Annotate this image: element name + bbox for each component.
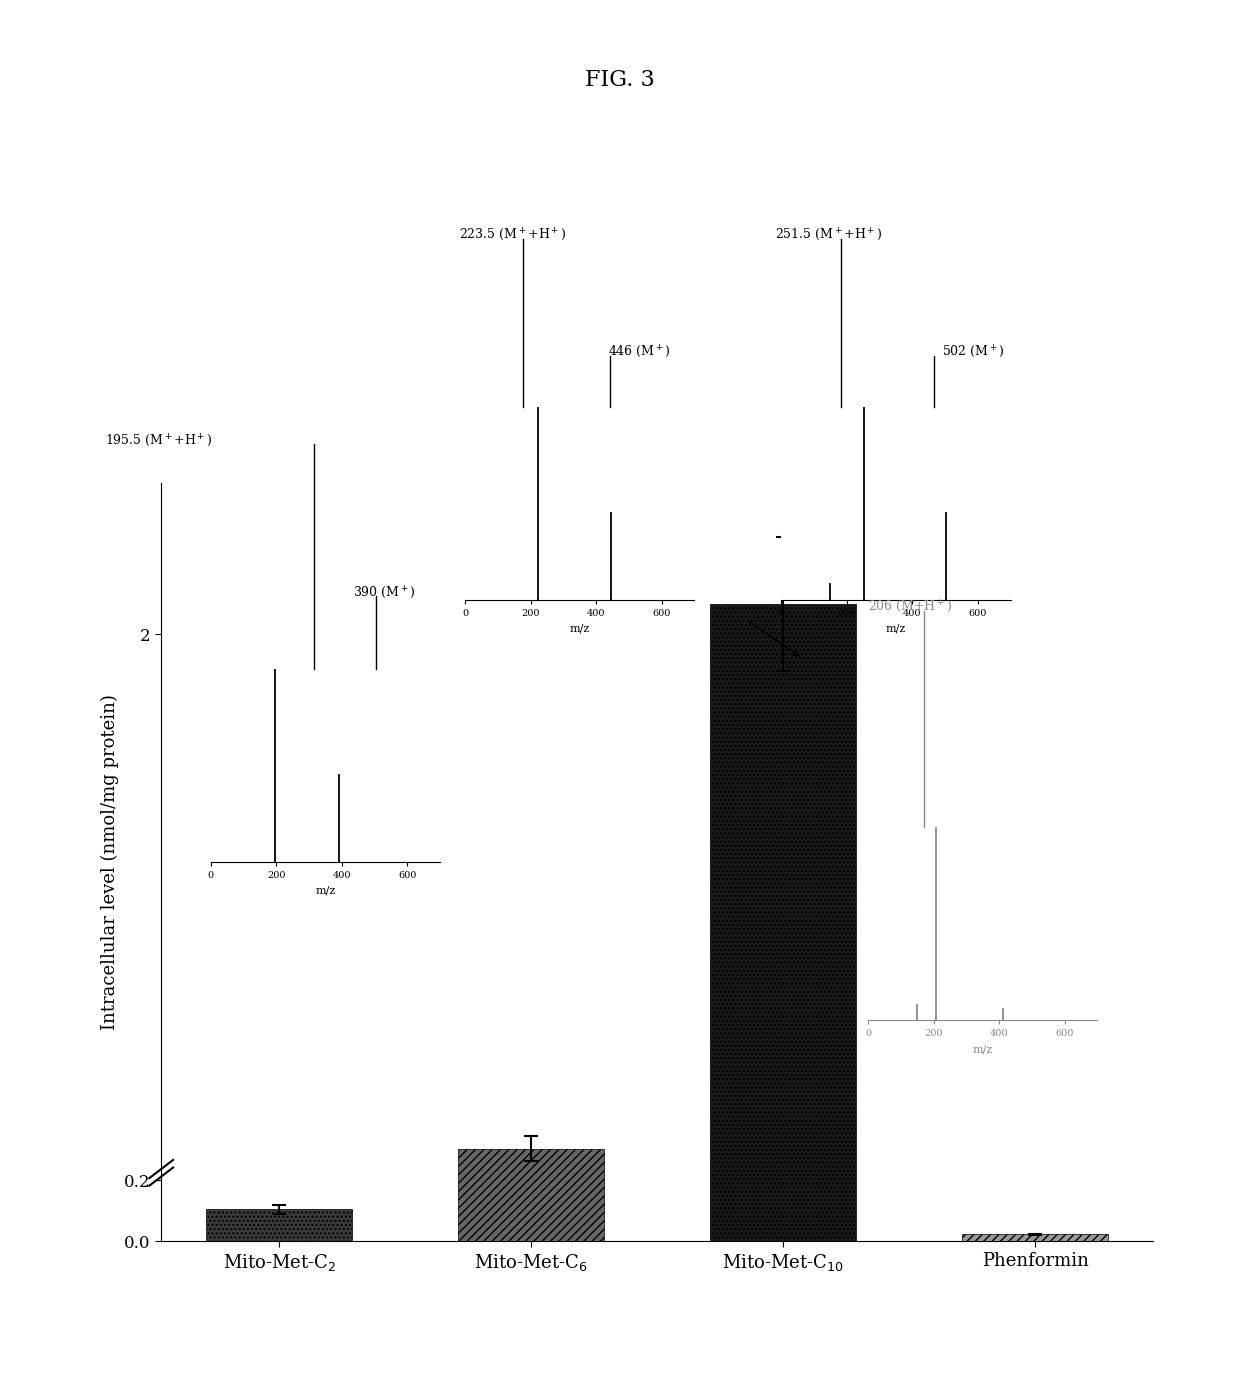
Text: 390 (M$^+$): 390 (M$^+$) xyxy=(353,585,417,601)
Bar xyxy=(459,1149,604,1241)
Text: FIG. 3: FIG. 3 xyxy=(585,69,655,91)
Text: 502 (M$^+$): 502 (M$^+$) xyxy=(942,343,1006,360)
Text: 446 (M$^+$): 446 (M$^+$) xyxy=(608,343,671,360)
X-axis label: m/z: m/z xyxy=(885,623,906,633)
X-axis label: m/z: m/z xyxy=(569,623,590,633)
Text: 195.5 (M$^+$+H$^+$): 195.5 (M$^+$+H$^+$) xyxy=(105,433,212,450)
Y-axis label: Intracellular level (nmol/mg protein): Intracellular level (nmol/mg protein) xyxy=(100,694,119,1030)
Bar xyxy=(206,1209,352,1241)
Text: 206 (M+H$^+$): 206 (M+H$^+$) xyxy=(868,598,952,615)
X-axis label: m/z: m/z xyxy=(972,1044,993,1054)
X-axis label: m/z: m/z xyxy=(315,885,336,895)
Text: 223.5 (M$^+$+H$^+$): 223.5 (M$^+$+H$^+$) xyxy=(459,226,565,243)
Bar xyxy=(962,1234,1109,1241)
Text: 251.5 (M$^+$+H$^+$): 251.5 (M$^+$+H$^+$) xyxy=(775,226,882,243)
Bar xyxy=(711,604,856,1241)
